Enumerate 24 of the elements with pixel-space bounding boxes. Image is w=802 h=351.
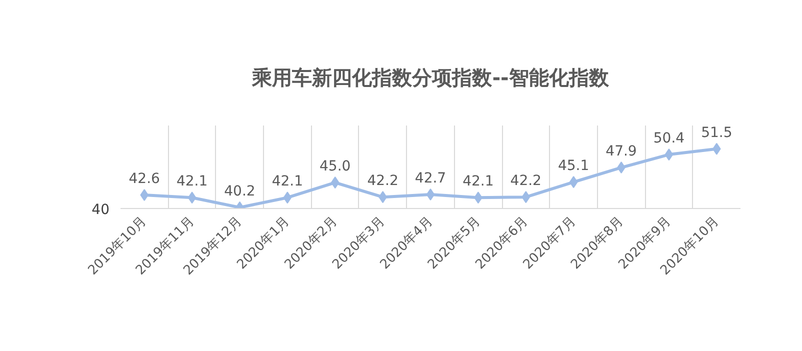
- data-label: 42.1: [176, 174, 208, 190]
- data-label: 45.1: [558, 158, 590, 174]
- point: [188, 192, 196, 204]
- data-label: 42.2: [510, 173, 542, 190]
- data-label: 50.4: [653, 130, 685, 147]
- data-label: 42.2: [367, 173, 398, 190]
- point: [522, 191, 530, 204]
- data-label: 42.1: [462, 174, 494, 190]
- point: [426, 188, 435, 200]
- point: [664, 148, 674, 161]
- data-label: 42.6: [128, 171, 160, 188]
- point: [330, 176, 340, 189]
- point: [140, 189, 149, 202]
- chart-title: 乘用车新四化指数分项指数--智能化指数: [251, 66, 610, 90]
- data-label: 42.1: [272, 174, 304, 190]
- point: [712, 142, 721, 155]
- data-label: 47.9: [606, 144, 637, 160]
- point: [283, 192, 292, 204]
- text: 40: [92, 202, 110, 218]
- data-label: 45.0: [320, 158, 351, 175]
- data-label: 40.2: [224, 183, 256, 200]
- point: [569, 176, 578, 188]
- data-label: 42.7: [414, 170, 446, 186]
- data-label: 51.5: [701, 124, 732, 141]
